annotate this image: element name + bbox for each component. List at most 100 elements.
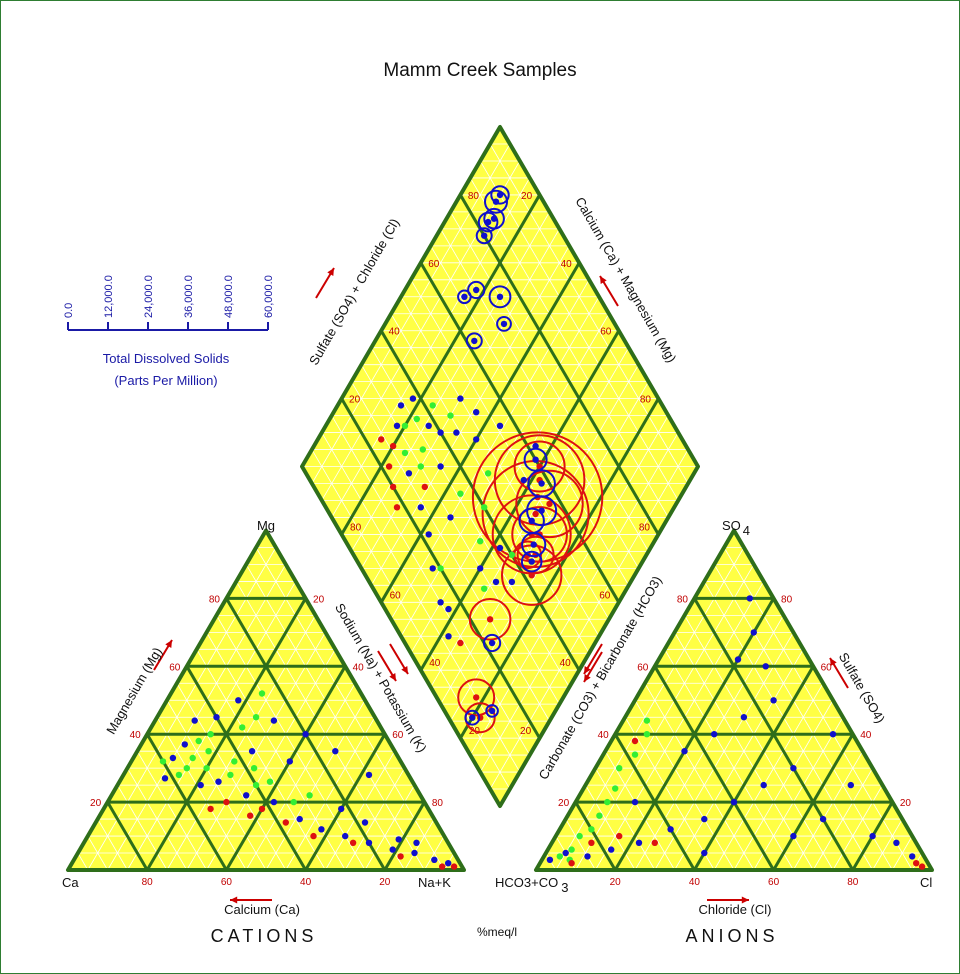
tds-tick-label: 60,000.0 [263, 275, 275, 318]
cation-sample-point [227, 771, 234, 779]
diamond-sample-point [488, 707, 496, 715]
diamond-upper-left-arrow-head [327, 268, 334, 276]
direction-arrows [153, 267, 849, 904]
cation-left-tick: 80 [209, 594, 221, 605]
tds-tick-label: 0.0 [63, 303, 75, 318]
anion-major-line [693, 597, 855, 871]
cation-vertex-nak: Na+K [418, 875, 451, 890]
diamond-sample-point [528, 517, 535, 524]
diamond-sample-point [393, 504, 401, 511]
diamond-sample-point [429, 402, 436, 409]
anion-sample-point [643, 731, 651, 738]
cation-sample-point [169, 754, 177, 762]
major-grid [66, 125, 934, 872]
diamond-sample-point [532, 510, 539, 518]
diamond-lower-right-tick: 80 [639, 522, 651, 533]
cation-sample-point [223, 798, 230, 806]
anion-bottom-arrow-head [741, 896, 749, 904]
anion-sample-point [667, 826, 674, 833]
cation-left-tick: 20 [90, 798, 102, 809]
anion-sample-point [909, 853, 916, 860]
diamond-tds-circle [515, 469, 584, 539]
cation-sample-point [450, 863, 458, 870]
cation-fine-line [364, 784, 415, 871]
anion-sample-point [604, 798, 611, 806]
cation-sample-point [183, 765, 190, 772]
anion-fine-line [595, 581, 765, 871]
anion-right-arrow-head [830, 658, 837, 666]
diamond-sample-point [492, 578, 500, 586]
diamond-tds-circle [520, 550, 543, 573]
anion-sample-point [869, 832, 876, 840]
diamond-sample-point [530, 541, 537, 548]
cation-sample-point [342, 832, 349, 840]
diamond-sample-point [496, 544, 504, 552]
anion-sample-point [588, 826, 595, 833]
cation-sample-point [445, 860, 452, 867]
diamond-lower-right-tick: 60 [599, 590, 611, 601]
diamond-sample-point [389, 442, 397, 450]
sample-points [159, 185, 926, 870]
diamond-tds-circle [513, 440, 566, 493]
cation-left-tick: 60 [169, 662, 181, 673]
cation-sample-point [365, 771, 373, 779]
diamond-sample-point [477, 565, 484, 572]
cation-sample-point [252, 781, 260, 789]
cation-sample-point [248, 748, 256, 755]
cation-bottom-tick: 20 [379, 877, 391, 888]
cation-right-tick: 20 [313, 594, 325, 605]
diamond-upper-left-tick: 60 [428, 259, 440, 270]
anion-fine-line [644, 683, 755, 871]
diamond-sample-point [473, 436, 480, 443]
anion-sample-point [913, 860, 920, 867]
diamond-lower-left-tick: 80 [350, 522, 362, 533]
diamond-sample-point [528, 572, 535, 579]
cation-fine-line [325, 750, 396, 871]
cation-fine-line [245, 564, 425, 871]
anion-sample-point [819, 815, 827, 823]
cation-sample-point [243, 792, 250, 799]
diamond-tds-circle [483, 633, 502, 653]
cation-fine-line [127, 767, 188, 871]
anion-outline [534, 528, 934, 872]
tds-tick-label: 48,000.0 [223, 275, 235, 318]
diamond-sample-point [488, 639, 496, 647]
diamond-tds-circle [475, 227, 493, 245]
tds-title: Total Dissolved Solids [103, 351, 230, 366]
anion-sample-point [596, 812, 603, 819]
anion-fine-line [595, 767, 656, 871]
cation-fine-line [166, 700, 267, 871]
diamond-sample-point [473, 694, 480, 701]
diamond-sample-point [437, 599, 444, 606]
anion-sample-point [681, 748, 688, 755]
cation-fine-line [127, 581, 297, 871]
cation-sample-point [215, 778, 222, 785]
anion-sample-point [829, 731, 837, 738]
cation-sample-point [250, 765, 258, 772]
anion-left-tick: 40 [598, 730, 610, 741]
diamond-sample-point [473, 286, 480, 294]
anions-caption: ANIONS [685, 926, 778, 946]
diamond-sample-point [409, 395, 417, 402]
cation-fine-line [77, 852, 89, 871]
anion-right-tick: 80 [781, 594, 793, 605]
diamond-sample-point [473, 409, 480, 416]
cation-sample-point [197, 781, 204, 789]
cation-sample-point [411, 849, 418, 857]
anion-fine-line [713, 564, 893, 871]
diamond-tds-circle [477, 211, 499, 233]
anion-sample-point [556, 853, 563, 860]
anion-sample-point [568, 860, 575, 867]
diamond-sample-point [457, 395, 464, 402]
diamond-sample-point [486, 616, 494, 623]
diamond-sample-point [437, 429, 444, 436]
anion-sample-point [631, 737, 639, 745]
diamond-tds-circle [468, 598, 512, 641]
anion-fine-line [555, 547, 745, 871]
anion-fine-line [832, 784, 883, 871]
diamond-sample-point [393, 422, 401, 429]
anion-sample-point [651, 839, 658, 846]
cation-right-arrow-head [389, 673, 396, 681]
diamond-sample-point [378, 436, 385, 443]
